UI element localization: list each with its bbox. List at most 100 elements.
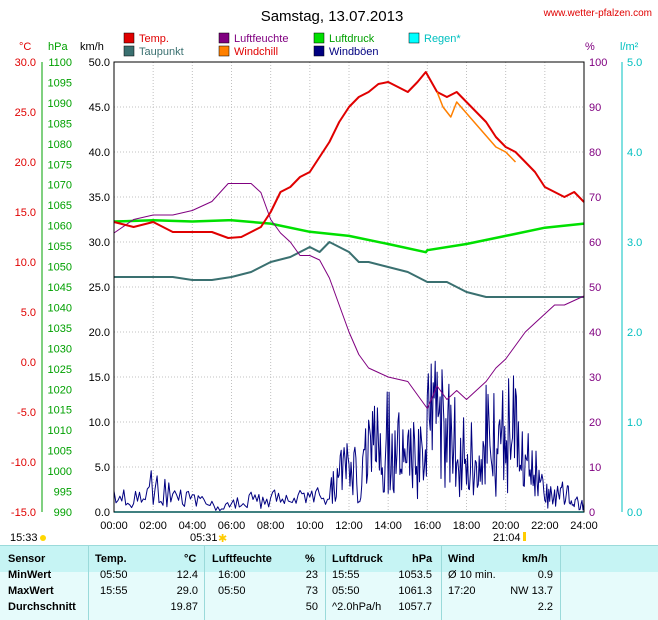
stat-wind: NW 13.7 bbox=[510, 585, 553, 597]
kmh-tick-label: 0.0 bbox=[95, 507, 110, 519]
percent-tick-label: 70 bbox=[589, 192, 601, 204]
stat-label: Durchschnitt bbox=[8, 601, 76, 613]
stat-hum: 23 bbox=[305, 569, 318, 581]
stat-press-time: 05:50 bbox=[332, 585, 360, 597]
hpa-tick-label: 1020 bbox=[48, 384, 72, 396]
kmh-tick-label: 30.0 bbox=[89, 237, 110, 249]
series-line-taupunkt bbox=[114, 241, 584, 298]
stat-press-time: ^2.0hPa/h bbox=[332, 601, 382, 613]
kmh-tick-label: 50.0 bbox=[89, 57, 110, 69]
sunset-icon bbox=[523, 532, 526, 541]
celsius-tick-label: 0.0 bbox=[21, 357, 36, 369]
stat-hum: 73 bbox=[305, 585, 318, 597]
stat-press: 1053.5 bbox=[398, 569, 432, 581]
rain-tick-label: 4.0 bbox=[627, 147, 642, 159]
table-divider bbox=[204, 545, 205, 620]
rain-tick-label: 5.0 bbox=[627, 57, 642, 69]
rain-tick-label: 2.0 bbox=[627, 327, 642, 339]
stat-wind-label: 17:20 bbox=[448, 585, 476, 597]
stat-hum-time: 05:50 bbox=[218, 585, 246, 597]
x-tick-label: 14:00 bbox=[374, 520, 402, 532]
celsius-tick-label: 20.0 bbox=[15, 157, 36, 169]
sunset-label: 21:04 bbox=[493, 532, 521, 544]
stat-press-time: 15:55 bbox=[332, 569, 360, 581]
axis-ticks: 00:00 02:00 04:00 06:00 08:00 10:00 12:00 14:00… bbox=[11, 57, 642, 532]
table-divider bbox=[325, 545, 326, 620]
hpa-tick-label: 1005 bbox=[48, 446, 72, 458]
moonrise-label: 15:33 bbox=[10, 532, 38, 544]
hpa-tick-label: 1025 bbox=[48, 364, 72, 376]
table-divider bbox=[88, 545, 89, 620]
x-tick-label: 10:00 bbox=[296, 520, 324, 532]
celsius-tick-label: 15.0 bbox=[15, 207, 36, 219]
legend-label-dewpoint: Taupunkt bbox=[139, 46, 184, 58]
hpa-tick-label: 1060 bbox=[48, 221, 72, 233]
percent-tick-label: 100 bbox=[589, 57, 607, 69]
series-line-temp bbox=[113, 71, 585, 239]
stat-hum-time: 16:00 bbox=[218, 569, 246, 581]
axis-unit-celsius: °C bbox=[19, 41, 31, 53]
header-pressure-unit: hPa bbox=[412, 553, 433, 565]
percent-tick-label: 0 bbox=[589, 507, 595, 519]
rain-tick-label: 3.0 bbox=[627, 237, 642, 249]
hpa-tick-label: 1070 bbox=[48, 180, 72, 192]
stat-press: 1057.7 bbox=[398, 601, 432, 613]
header-humidity: Luftfeuchte bbox=[212, 553, 272, 565]
hpa-tick-label: 1045 bbox=[48, 282, 72, 294]
celsius-tick-label: 30.0 bbox=[15, 57, 36, 69]
legend-label-gust: Windböen bbox=[329, 46, 379, 58]
stat-temp: 29.0 bbox=[176, 585, 198, 597]
sunrise-icon: ✱ bbox=[218, 532, 227, 545]
axis-unit-hpa: hPa bbox=[48, 41, 68, 53]
stat-wind-label: Ø 10 min. bbox=[448, 569, 496, 581]
percent-tick-label: 30 bbox=[589, 372, 601, 384]
kmh-tick-label: 45.0 bbox=[89, 102, 110, 114]
website-label: www.wetter-pfalzen.com bbox=[543, 8, 652, 19]
table-divider bbox=[441, 545, 442, 620]
percent-tick-label: 10 bbox=[589, 462, 601, 474]
legend-swatch-windchill bbox=[218, 45, 230, 57]
axis-unit-kmh: km/h bbox=[80, 41, 104, 53]
x-tick-label: 24:00 bbox=[570, 520, 598, 532]
legend-label-temp: Temp. bbox=[139, 33, 169, 45]
legend: Temp. Taupunkt Luftfeuchte Windchill Luf… bbox=[123, 32, 461, 58]
hpa-tick-label: 995 bbox=[54, 487, 72, 499]
celsius-tick-label: -10.0 bbox=[11, 457, 36, 469]
x-tick-label: 08:00 bbox=[257, 520, 285, 532]
stat-temp-time: 05:50 bbox=[100, 569, 128, 581]
statistics-header-row bbox=[0, 545, 658, 572]
x-tick-label: 12:00 bbox=[335, 520, 363, 532]
kmh-tick-label: 25.0 bbox=[89, 282, 110, 294]
stat-temp-time: 15:55 bbox=[100, 585, 128, 597]
stat-hum: 50 bbox=[305, 601, 318, 613]
hpa-tick-label: 1090 bbox=[48, 98, 72, 110]
hpa-tick-label: 1040 bbox=[48, 302, 72, 314]
legend-label-humidity: Luftfeuchte bbox=[234, 33, 288, 45]
legend-swatch-gust bbox=[313, 45, 325, 57]
legend-swatch-humidity bbox=[218, 32, 230, 44]
percent-tick-label: 20 bbox=[589, 417, 601, 429]
celsius-tick-label: -5.0 bbox=[17, 407, 36, 419]
stat-temp: 12.4 bbox=[176, 569, 198, 581]
hpa-tick-label: 1050 bbox=[48, 262, 72, 274]
kmh-tick-label: 35.0 bbox=[89, 192, 110, 204]
header-pressure: Luftdruck bbox=[332, 553, 383, 565]
series-line-windböen bbox=[113, 360, 585, 512]
x-tick-label: 18:00 bbox=[453, 520, 481, 532]
weather-chart: Samstag, 13.07.2013 www.wetter-pfalzen.c… bbox=[10, 8, 652, 545]
series-line-luftfeuchte bbox=[113, 183, 585, 409]
header-temp-unit: °C bbox=[184, 553, 197, 565]
kmh-tick-label: 40.0 bbox=[89, 147, 110, 159]
x-tick-label: 16:00 bbox=[414, 520, 442, 532]
x-tick-label: 02:00 bbox=[139, 520, 167, 532]
hpa-tick-label: 1080 bbox=[48, 139, 72, 151]
stat-label: MaxWert bbox=[8, 585, 54, 597]
x-tick-label: 04:00 bbox=[179, 520, 207, 532]
celsius-tick-label: -15.0 bbox=[11, 507, 36, 519]
chart-title: Samstag, 13.07.2013 bbox=[261, 8, 404, 25]
hpa-tick-label: 1065 bbox=[48, 200, 72, 212]
stat-wind: 0.9 bbox=[537, 569, 553, 581]
celsius-tick-label: 5.0 bbox=[21, 307, 36, 319]
statistics-table: Sensor Temp. °C Luftfeuchte % Luftdruck … bbox=[0, 545, 658, 620]
header-wind: Wind bbox=[448, 553, 475, 565]
